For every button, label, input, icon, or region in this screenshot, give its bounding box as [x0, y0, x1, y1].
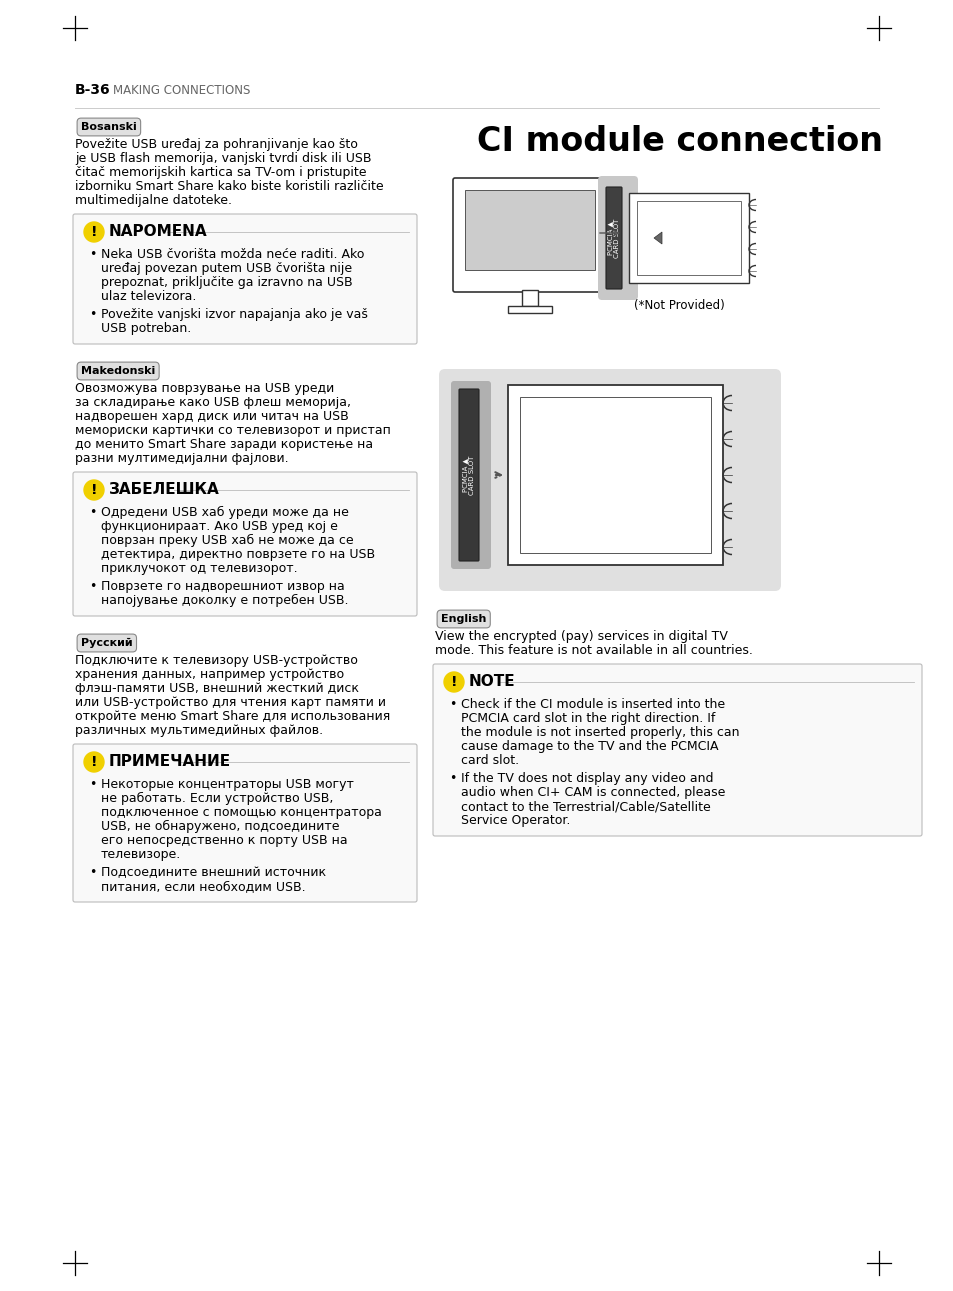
- Text: Русский: Русский: [81, 638, 132, 648]
- FancyBboxPatch shape: [73, 473, 416, 616]
- Text: B-36: B-36: [75, 83, 111, 97]
- Text: функционираат. Ако USB уред кој е: функционираат. Ако USB уред кој е: [101, 520, 337, 533]
- FancyBboxPatch shape: [519, 398, 710, 553]
- Text: до менито Smart Share заради користење на: до менито Smart Share заради користење н…: [75, 438, 373, 451]
- Text: Neka USB čvorišta možda neće raditi. Ako: Neka USB čvorišta možda neće raditi. Ako: [101, 248, 364, 261]
- Text: NAPOMENA: NAPOMENA: [109, 225, 208, 240]
- Text: uređaj povezan putem USB čvorišta nije: uređaj povezan putem USB čvorišta nije: [101, 262, 352, 275]
- Text: Подсоедините внешний источник: Подсоедините внешний источник: [101, 866, 326, 879]
- Text: čitač memorijskih kartica sa TV-om i pristupite: čitač memorijskih kartica sa TV-om i pri…: [75, 167, 366, 179]
- Text: multimedijalne datoteke.: multimedijalne datoteke.: [75, 194, 232, 207]
- Text: mode. This feature is not available in all countries.: mode. This feature is not available in a…: [435, 644, 752, 657]
- Text: •: •: [449, 698, 456, 711]
- FancyBboxPatch shape: [605, 187, 621, 289]
- Text: Одредени USB хаб уреди може да не: Одредени USB хаб уреди може да не: [101, 506, 349, 519]
- Text: USB potreban.: USB potreban.: [101, 321, 191, 334]
- Text: подключенное с помощью концентратора: подключенное с помощью концентратора: [101, 806, 381, 818]
- FancyBboxPatch shape: [598, 176, 638, 300]
- Text: телевизоре.: телевизоре.: [101, 848, 181, 861]
- Text: PCMCIA ▲
CARD SLOT: PCMCIA ▲ CARD SLOT: [462, 456, 475, 494]
- Text: Check if the CI module is inserted into the: Check if the CI module is inserted into …: [460, 698, 724, 711]
- Text: English: English: [440, 615, 486, 624]
- Text: •: •: [89, 866, 96, 879]
- Text: !: !: [91, 754, 97, 768]
- Text: MAKING CONNECTIONS: MAKING CONNECTIONS: [112, 84, 250, 97]
- Text: PCMCIA card slot in the right direction. If: PCMCIA card slot in the right direction.…: [460, 713, 715, 726]
- Circle shape: [84, 222, 104, 241]
- Text: за складирање како USB флеш меморија,: за складирање како USB флеш меморија,: [75, 396, 351, 409]
- Circle shape: [84, 751, 104, 772]
- Circle shape: [84, 480, 104, 500]
- FancyBboxPatch shape: [73, 744, 416, 902]
- Text: детектира, директно поврзете го на USB: детектира, директно поврзете го на USB: [101, 547, 375, 562]
- FancyBboxPatch shape: [521, 290, 537, 306]
- Text: •: •: [89, 778, 96, 791]
- Text: приклучокот од телевизорот.: приклучокот од телевизорот.: [101, 562, 297, 574]
- Text: напојување доколку е потребен USB.: напојување доколку е потребен USB.: [101, 594, 348, 607]
- Text: хранения данных, например устройство: хранения данных, например устройство: [75, 667, 344, 680]
- Text: Подключите к телевизору USB-устройство: Подключите к телевизору USB-устройство: [75, 655, 357, 667]
- Text: contact to the Terrestrial/Cable/Satellite: contact to the Terrestrial/Cable/Satelli…: [460, 800, 710, 813]
- Text: audio when CI+ CAM is connected, please: audio when CI+ CAM is connected, please: [460, 786, 724, 799]
- FancyBboxPatch shape: [433, 664, 921, 837]
- Text: Bosanski: Bosanski: [81, 123, 136, 132]
- Text: его непосредственно к порту USB на: его непосредственно к порту USB на: [101, 834, 347, 847]
- Text: izborniku Smart Share kako biste koristili različite: izborniku Smart Share kako biste koristi…: [75, 179, 383, 192]
- Polygon shape: [654, 232, 661, 244]
- Text: •: •: [89, 248, 96, 261]
- Text: не работать. Если устройство USB,: не работать. Если устройство USB,: [101, 791, 333, 806]
- Text: NOTE: NOTE: [469, 674, 515, 689]
- FancyBboxPatch shape: [438, 369, 781, 591]
- Text: !: !: [450, 674, 456, 688]
- Text: Овозможува поврзување на USB уреди: Овозможува поврзување на USB уреди: [75, 382, 334, 395]
- FancyBboxPatch shape: [73, 214, 416, 343]
- Text: флэш-памяти USB, внешний жесткий диск: флэш-памяти USB, внешний жесткий диск: [75, 682, 358, 695]
- Text: Povežite vanjski izvor napajanja ako je vaš: Povežite vanjski izvor napajanja ako je …: [101, 309, 368, 321]
- FancyBboxPatch shape: [453, 178, 606, 292]
- Text: откройте меню Smart Share для использования: откройте меню Smart Share для использова…: [75, 710, 390, 723]
- Text: CI module connection: CI module connection: [476, 125, 882, 158]
- Text: the module is not inserted properly, this can: the module is not inserted properly, thi…: [460, 726, 739, 738]
- FancyBboxPatch shape: [464, 190, 595, 270]
- Text: ПРИМЕЧАНИЕ: ПРИМЕЧАНИЕ: [109, 754, 231, 769]
- FancyBboxPatch shape: [637, 201, 740, 275]
- Text: питания, если необходим USB.: питания, если необходим USB.: [101, 880, 305, 893]
- Text: USB, не обнаружено, подсоедините: USB, не обнаружено, подсоедините: [101, 820, 339, 833]
- Text: Povežite USB uređaj za pohranjivanje kao što: Povežite USB uređaj za pohranjivanje kao…: [75, 138, 357, 151]
- Text: Некоторые концентраторы USB могут: Некоторые концентраторы USB могут: [101, 778, 354, 791]
- Text: различных мультимедийных файлов.: различных мультимедийных файлов.: [75, 724, 323, 737]
- FancyBboxPatch shape: [507, 385, 722, 565]
- Text: разни мултимедијални фајлови.: разни мултимедијални фајлови.: [75, 452, 289, 465]
- Text: (*Not Provided): (*Not Provided): [634, 300, 724, 312]
- Text: If the TV does not display any video and: If the TV does not display any video and: [460, 772, 713, 785]
- FancyBboxPatch shape: [628, 192, 748, 283]
- Text: •: •: [89, 309, 96, 321]
- Text: je USB flash memorija, vanjski tvrdi disk ili USB: je USB flash memorija, vanjski tvrdi dis…: [75, 152, 371, 165]
- FancyBboxPatch shape: [458, 389, 478, 562]
- Text: PCMCIA ▲
CARD SLOT: PCMCIA ▲ CARD SLOT: [607, 218, 619, 258]
- FancyBboxPatch shape: [507, 306, 552, 312]
- Text: View the encrypted (pay) services in digital TV: View the encrypted (pay) services in dig…: [435, 630, 727, 643]
- Text: !: !: [91, 483, 97, 497]
- Text: ЗАБЕЛЕШКА: ЗАБЕЛЕШКА: [109, 483, 219, 497]
- Text: мемориски картички со телевизорот и пристап: мемориски картички со телевизорот и прис…: [75, 423, 391, 436]
- Text: cause damage to the TV and the PCMCIA: cause damage to the TV and the PCMCIA: [460, 740, 718, 753]
- Text: •: •: [449, 772, 456, 785]
- Text: Service Operator.: Service Operator.: [460, 815, 570, 828]
- Text: Поврзете го надворешниот извор на: Поврзете го надворешниот извор на: [101, 580, 344, 593]
- Circle shape: [443, 673, 463, 692]
- Text: Makedonski: Makedonski: [81, 367, 155, 376]
- Text: поврзан преку USB хаб не може да се: поврзан преку USB хаб не може да се: [101, 534, 354, 547]
- Text: или USB-устройство для чтения карт памяти и: или USB-устройство для чтения карт памят…: [75, 696, 386, 709]
- Text: card slot.: card slot.: [460, 754, 518, 767]
- Text: prepoznat, priključite ga izravno na USB: prepoznat, priključite ga izravno na USB: [101, 276, 353, 289]
- Text: •: •: [89, 506, 96, 519]
- Text: надворешен хард диск или читач на USB: надворешен хард диск или читач на USB: [75, 411, 349, 423]
- Text: !: !: [91, 225, 97, 239]
- FancyBboxPatch shape: [451, 381, 491, 569]
- Text: •: •: [89, 580, 96, 593]
- Text: ulaz televizora.: ulaz televizora.: [101, 290, 196, 303]
